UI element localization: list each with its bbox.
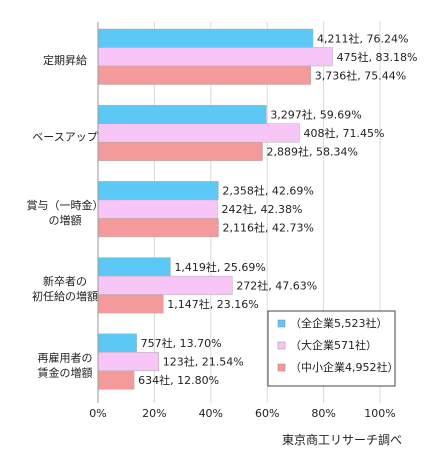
category-label: の増額 <box>49 214 82 227</box>
x-tick-label: 60% <box>255 407 279 420</box>
x-tick-label: 40% <box>199 407 223 420</box>
category-label: 賞与（一時金） <box>27 198 104 212</box>
bar <box>97 28 314 48</box>
bar <box>97 47 333 67</box>
data-label: 272社, 47.63% <box>236 278 317 292</box>
bar <box>97 257 171 277</box>
bar <box>97 218 219 238</box>
bar <box>97 352 159 372</box>
data-label: 475社, 83.18% <box>337 50 418 64</box>
bar <box>97 65 311 85</box>
axis: 0% 20% 40% 60% 80% 100% <box>89 22 396 420</box>
bar <box>97 294 164 314</box>
category-label: 再雇用者の <box>38 350 93 364</box>
legend: （全企業5,523社） （大企業571社） （中小企業4,952社） <box>267 310 399 387</box>
bar <box>97 104 267 124</box>
data-label: 123社, 21.54% <box>163 355 244 369</box>
data-label: 1,147社, 23.16% <box>167 297 258 311</box>
data-label: 757社, 13.70% <box>141 336 222 350</box>
x-tick-label: 20% <box>142 407 166 420</box>
data-label: 1,419社, 25.69% <box>174 260 265 274</box>
data-label: 2,889社, 58.34% <box>267 144 358 158</box>
bar <box>97 275 233 295</box>
data-label: 408社, 71.45% <box>303 126 384 140</box>
bar <box>97 141 263 161</box>
data-label: 242社, 42.38% <box>222 202 303 216</box>
bar <box>97 123 300 143</box>
legend-box <box>267 310 396 387</box>
legend-swatch <box>277 341 286 350</box>
legend-entry: （大企業571社） <box>290 338 377 352</box>
bar <box>97 199 218 219</box>
data-label: 3,297社, 59.69% <box>270 107 361 121</box>
data-label: 3,736社, 75.44% <box>315 68 406 82</box>
bar <box>97 333 137 353</box>
legend-entry: （全企業5,523社） <box>290 316 388 330</box>
legend-swatch <box>277 319 286 328</box>
x-tick-label: 80% <box>311 407 335 420</box>
legend-entry: （中小企業4,952社） <box>290 360 399 374</box>
category-label: ベースアップ <box>32 130 97 143</box>
category-label: 新卒者の <box>43 274 87 288</box>
bar-series <box>97 28 333 390</box>
data-label: 2,116社, 42.73% <box>222 221 313 235</box>
bar <box>97 181 219 201</box>
data-label: 2,358社, 42.69% <box>222 184 313 198</box>
data-label: 634社, 12.80% <box>138 373 219 387</box>
x-tick-label: 100% <box>364 407 395 420</box>
legend-swatch <box>277 363 286 372</box>
data-labels: 4,211社, 76.24% 3,297社, 59.69% 2,358社, 42.6… <box>138 31 417 387</box>
source-note: 東京商工リサーチ調べ <box>282 432 402 447</box>
data-label: 4,211社, 76.24% <box>317 31 408 45</box>
category-label: 定期昇給 <box>43 53 87 67</box>
bar <box>97 370 135 390</box>
category-label: 賃金の増額 <box>38 365 93 379</box>
category-label: 初任給の増額 <box>32 289 98 303</box>
x-tick-label: 0% <box>89 407 106 420</box>
